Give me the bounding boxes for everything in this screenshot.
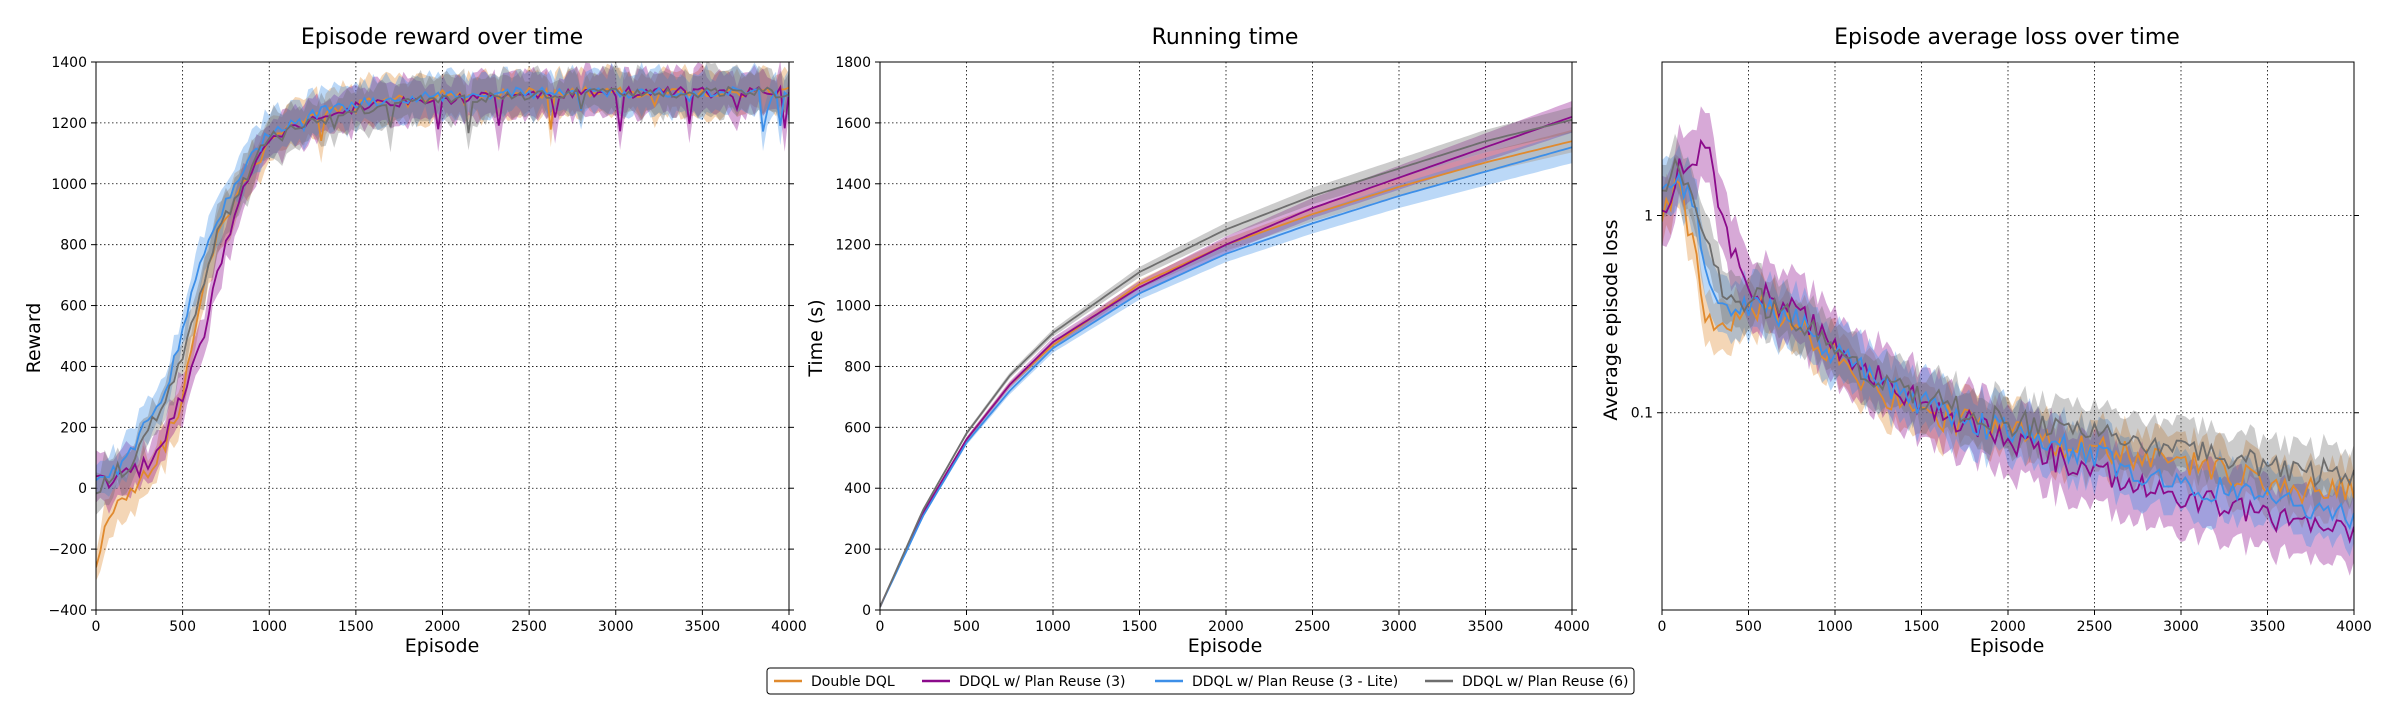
legend-label-plan-reuse-6: DDQL w/ Plan Reuse (6) (1462, 674, 1628, 690)
running-time-chart-xtick-label-1: 500 (953, 619, 980, 635)
running-time-chart-line-plan_reuse_3 (880, 115, 1572, 608)
legend-label-plan-reuse-3-lite: DDQL w/ Plan Reuse (3 - Lite) (1192, 674, 1398, 690)
loss-chart-xtick-label-3: 1500 (1904, 619, 1940, 635)
reward-chart-line-plan_reuse_6 (96, 85, 789, 495)
reward-chart-xtick-label-5: 2500 (511, 619, 547, 635)
running-time-chart-xtick-label-7: 3500 (1468, 619, 1504, 635)
reward-chart-band-plan_reuse_6 (96, 62, 789, 515)
loss-chart-title: Episode average loss over time (1834, 25, 2180, 50)
loss-chart-band-plan_reuse_6 (1662, 133, 2354, 512)
running-time-chart-ytick-label-6: 1200 (835, 238, 871, 254)
loss-chart-ylabel: Average episode loss (1600, 219, 1622, 420)
running-time-chart-ytick-label-7: 1400 (835, 177, 871, 193)
reward-chart-title: Episode reward over time (301, 25, 583, 50)
reward-chart-band-double_ddql (96, 63, 789, 582)
reward-chart-xtick-label-4: 2000 (425, 619, 461, 635)
running-time-chart-title: Running time (1152, 25, 1299, 50)
running-time-chart-ytick-label-4: 800 (844, 359, 871, 375)
reward-chart-band-plan_reuse_3_lite (96, 62, 789, 497)
loss-chart-xtick-label-0: 0 (1658, 619, 1667, 635)
running-time-chart-ytick-label-8: 1600 (835, 116, 871, 132)
reward-chart-xlabel: Episode (405, 635, 480, 657)
loss-chart-ytick-label-0: 0.1 (1631, 406, 1653, 422)
legend-box (766, 667, 1635, 695)
reward-chart-xtick-label-6: 3000 (598, 619, 634, 635)
loss-chart: Episode average loss over time Episode A… (1600, 25, 2372, 657)
reward-chart-ytick-label-9: 1400 (51, 55, 87, 71)
loss-chart-xtick-label-5: 2500 (2077, 619, 2113, 635)
reward-chart-line-plan_reuse_3 (96, 84, 789, 490)
loss-chart-xtick-label-4: 2000 (1990, 619, 2026, 635)
running-time-chart-ytick-label-3: 600 (844, 420, 871, 436)
reward-chart-xtick-label-1: 500 (169, 619, 196, 635)
loss-chart-band-plan_reuse_3 (1662, 106, 2354, 576)
reward-chart-ytick-label-0: −400 (49, 603, 87, 619)
loss-chart-xtick-label-8: 4000 (2336, 619, 2372, 635)
loss-chart-xtick-label-6: 3000 (2163, 619, 2199, 635)
running-time-chart-ytick-label-2: 400 (844, 481, 871, 497)
reward-chart-ytick-label-6: 800 (60, 238, 87, 254)
loss-chart-line-plan_reuse_6 (1662, 156, 2354, 488)
running-time-chart-line-plan_reuse_6 (880, 118, 1572, 608)
reward-chart-ytick-label-4: 400 (60, 359, 87, 375)
reward-chart-ytick-label-7: 1000 (51, 177, 87, 193)
reward-chart-xtick-label-7: 3500 (685, 619, 721, 635)
reward-chart-xtick-label-2: 1000 (251, 619, 287, 635)
running-time-chart-xtick-label-6: 3000 (1381, 619, 1417, 635)
loss-chart-ytick-label-1: 1 (1644, 208, 1653, 224)
running-time-chart-band-plan_reuse_3_lite (880, 131, 1572, 608)
reward-chart-band-plan_reuse_3 (96, 62, 789, 514)
running-time-chart-xtick-label-4: 2000 (1208, 619, 1244, 635)
reward-chart-xtick-label-8: 4000 (771, 619, 807, 635)
running-time-chart-band-double_ddql (880, 129, 1572, 608)
reward-chart-xtick-label-0: 0 (92, 619, 101, 635)
running-time-chart-band-plan_reuse_3 (880, 101, 1572, 608)
loss-chart-xtick-label-7: 3500 (2250, 619, 2286, 635)
running-time-chart-ytick-label-0: 0 (862, 603, 871, 619)
reward-chart-ytick-label-3: 200 (60, 420, 87, 436)
loss-chart-band-plan_reuse_3_lite (1662, 144, 2354, 557)
running-time-chart: Running time Episode Time (s) 0 500 1000 15… (805, 25, 1590, 657)
running-time-chart-ytick-label-5: 1000 (835, 299, 871, 315)
legend-label-double-ddql: Double DQL (811, 674, 895, 690)
reward-chart-ytick-label-1: −200 (49, 542, 87, 558)
reward-chart-ytick-label-8: 1200 (51, 116, 87, 132)
running-time-chart-line-plan_reuse_3_lite (880, 146, 1572, 608)
legend-label-plan-reuse-3: DDQL w/ Plan Reuse (3) (959, 674, 1125, 690)
reward-chart-xtick-label-3: 1500 (338, 619, 374, 635)
loss-chart-line-plan_reuse_3_lite (1662, 170, 2354, 531)
running-time-chart-ylabel: Time (s) (805, 299, 827, 377)
loss-chart-xlabel: Episode (1970, 635, 2045, 657)
reward-chart-ytick-label-2: 0 (78, 481, 87, 497)
running-time-chart-xtick-label-0: 0 (876, 619, 885, 635)
running-time-chart-xtick-label-5: 2500 (1295, 619, 1331, 635)
running-time-chart-xlabel: Episode (1188, 635, 1263, 657)
loss-chart-band-double_ddql (1662, 154, 2354, 529)
reward-chart-ylabel: Reward (23, 303, 45, 374)
loss-chart-xtick-label-2: 1000 (1817, 619, 1853, 635)
running-time-chart-xtick-label-8: 4000 (1554, 619, 1590, 635)
reward-chart: Episode reward over time Episode Reward … (23, 25, 807, 657)
reward-chart-ytick-label-5: 600 (60, 299, 87, 315)
running-time-chart-xtick-label-3: 1500 (1122, 619, 1158, 635)
running-time-chart-xtick-label-2: 1000 (1035, 619, 1071, 635)
running-time-chart-ytick-label-1: 200 (844, 542, 871, 558)
loss-chart-xtick-label-1: 500 (1735, 619, 1762, 635)
legend: Double DQL DDQL w/ Plan Reuse (3) DDQL w… (766, 667, 1635, 695)
running-time-chart-ytick-label-9: 1800 (835, 55, 871, 71)
